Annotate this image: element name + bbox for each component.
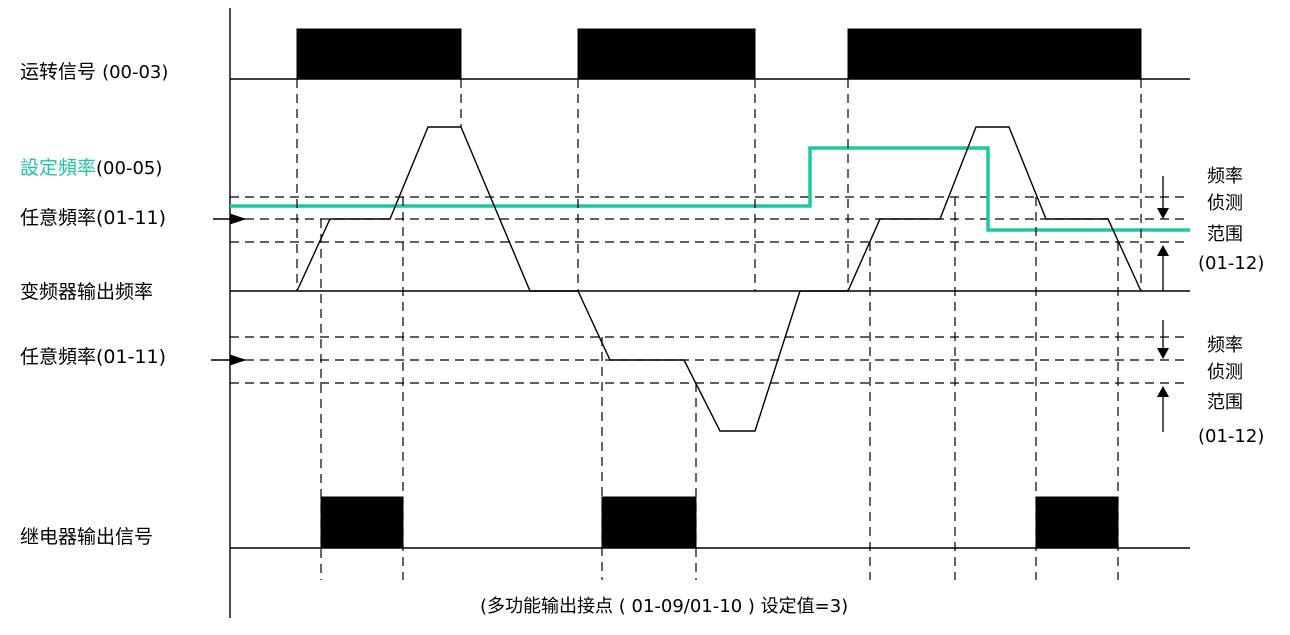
- arbitrary-frequency-lower-label: 任意頻率(01-11): [20, 346, 166, 368]
- detection-range-upper-line-4: (01-12): [1198, 253, 1264, 274]
- run-signal-row: 运转信号 (00-03): [20, 28, 1190, 83]
- run-pulse-3: [847, 28, 1142, 80]
- vertical-timing-lines: [296, 79, 1142, 580]
- relay-output-row: 继电器输出信号: [20, 496, 1190, 549]
- detection-range-lower-line-2: 侦测: [1207, 362, 1243, 383]
- relay-pulse-2: [601, 496, 697, 549]
- relay-output-signal-label: 继电器输出信号: [20, 526, 153, 548]
- run-signal-text: 运转信号: [20, 61, 96, 83]
- detection-range-lower-line-4: (01-12): [1198, 426, 1264, 447]
- detection-range-upper-line-3: 范围: [1207, 224, 1243, 245]
- run-signal-code: (00-03): [102, 62, 168, 83]
- detection-range-upper: 频率 侦测 范围 (01-12): [1157, 166, 1264, 291]
- run-pulse-1: [296, 28, 462, 80]
- relay-pulse-3: [1035, 496, 1119, 549]
- inverter-output-frequency-label: 变频器输出频率: [20, 281, 153, 303]
- set-frequency-label: 設定頻率(00-05): [20, 157, 162, 179]
- relay-pulse-1: [320, 496, 404, 549]
- arbitrary-frequency-upper-label: 任意頻率(01-11): [20, 207, 166, 229]
- detection-range-lower: 频率 侦测 范围 (01-12): [1157, 320, 1264, 447]
- detection-range-lower-line-1: 频率: [1207, 335, 1243, 356]
- diagram-caption: (多功能输出接点 ( 01-09/01-10 ) 设定值=3): [480, 596, 848, 617]
- set-frequency-code: (00-05): [96, 158, 162, 179]
- output-frequency-waveform: [296, 126, 1142, 432]
- frequency-section: 設定頻率(00-05) 任意頻率(01-11) 变频器输出频率 任意頻率(01-…: [20, 126, 1264, 447]
- run-signal-label: 运转信号 (00-03): [20, 61, 168, 83]
- set-frequency-text: 設定頻率: [20, 157, 96, 179]
- detection-range-upper-line-1: 频率: [1207, 166, 1243, 187]
- detection-range-upper-line-2: 侦测: [1207, 193, 1243, 214]
- detection-range-lower-line-3: 范围: [1207, 392, 1243, 413]
- set-frequency-line: [230, 146, 1190, 232]
- run-pulse-2: [577, 28, 756, 80]
